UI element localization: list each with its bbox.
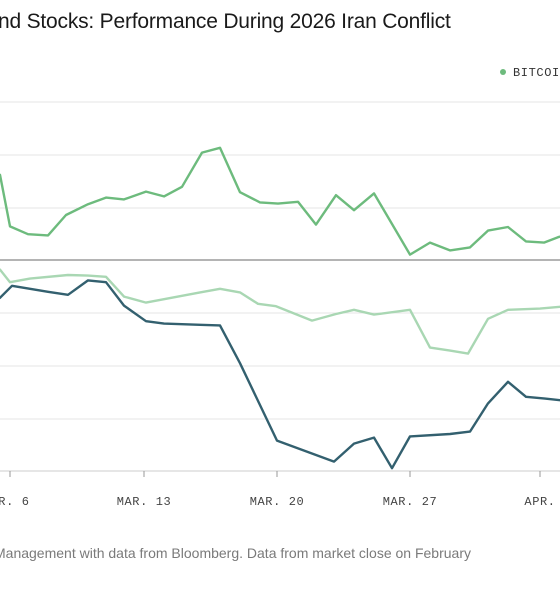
series-line-2: [0, 279, 560, 470]
chart-title: nd Stocks: Performance During 2026 Iran …: [0, 10, 451, 33]
series-line-0: [0, 146, 560, 256]
legend-marker-bitcoin: [500, 69, 506, 75]
x-tick-label-1: MAR. 13: [117, 495, 172, 509]
legend-label-bitcoin: BITCOI: [513, 66, 560, 80]
x-tick-label-2: MAR. 20: [250, 495, 305, 509]
legend: BITCOI: [500, 66, 560, 80]
x-tick-label-4: APR.: [524, 495, 555, 509]
source-note: Management with data from Bloomberg. Dat…: [0, 545, 471, 561]
x-tick-label-0: AR. 6: [0, 495, 30, 509]
x-tick-label-3: MAR. 27: [383, 495, 438, 509]
series-line-1: [0, 268, 560, 355]
